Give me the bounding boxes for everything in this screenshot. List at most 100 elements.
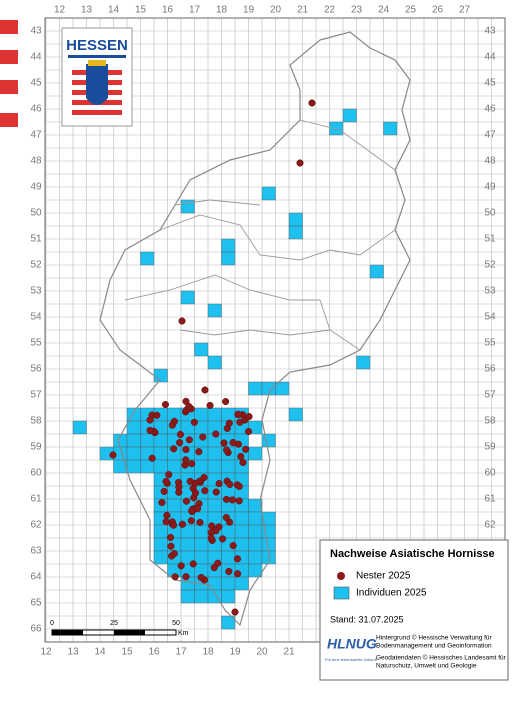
row-label: 53 [484, 286, 496, 297]
nest [182, 497, 190, 505]
cell [140, 251, 155, 266]
cell [207, 498, 222, 513]
column-label: 13 [67, 647, 79, 658]
legend-dot [337, 572, 345, 580]
cell [126, 433, 141, 448]
column-label: 14 [94, 647, 106, 658]
nest [182, 573, 190, 581]
nest [162, 477, 170, 485]
nest [175, 483, 183, 491]
column-label: 20 [270, 5, 282, 16]
cell [221, 615, 236, 630]
cell [221, 238, 236, 253]
row-label: 63 [30, 546, 42, 557]
cell [221, 459, 236, 474]
legend-date: Stand: 31.07.2025 [330, 614, 404, 624]
grid-labels: 12 13 14 15 16 17 18 19 20 21 22 23 24 25 26 27 12 13 14 15… [30, 5, 496, 658]
column-label: 15 [121, 647, 133, 658]
row-label: 48 [30, 156, 42, 167]
cell [288, 212, 303, 227]
nest [191, 489, 200, 497]
nest [188, 507, 196, 515]
nest [189, 560, 197, 568]
row-label: 62 [484, 520, 496, 531]
nest [190, 418, 198, 426]
row-label: 61 [484, 494, 496, 505]
row-label: 46 [30, 104, 42, 115]
row-label: 49 [30, 182, 42, 193]
edge-tab [0, 113, 18, 127]
row-label: 61 [30, 494, 42, 505]
cell [221, 251, 236, 266]
nest [170, 445, 178, 453]
district-lines [124, 119, 396, 351]
row-label: 56 [484, 364, 496, 375]
nest [225, 567, 233, 576]
map-frame [44, 17, 506, 643]
hessen-outline [99, 31, 411, 627]
column-label: 20 [256, 647, 268, 658]
nest [109, 451, 117, 459]
nest [166, 533, 175, 542]
column-label: 27 [459, 5, 471, 16]
row-label: 44 [484, 52, 496, 63]
row-label: 49 [484, 182, 496, 193]
nest [242, 445, 250, 453]
cell [140, 433, 155, 448]
cell [234, 576, 249, 591]
cell [207, 355, 222, 370]
column-label: 19 [229, 647, 241, 658]
column-label: 12 [54, 5, 66, 16]
edge-tab [0, 80, 18, 94]
nest [215, 479, 223, 488]
column-label: 26 [432, 5, 444, 16]
column-label: 18 [216, 5, 228, 16]
row-label: 66 [30, 624, 42, 635]
nester-dots [109, 99, 316, 616]
edge-tab [0, 20, 18, 34]
nest [158, 499, 166, 507]
cell [369, 264, 384, 279]
cell [342, 108, 357, 123]
row-label: 60 [484, 468, 496, 479]
cell [153, 524, 168, 539]
nest [199, 433, 207, 441]
scale-bar-seg [52, 630, 83, 635]
legend-square [333, 586, 350, 600]
nest [222, 398, 230, 406]
row-label: 51 [30, 234, 42, 245]
cell [180, 589, 195, 604]
cell [72, 420, 87, 435]
cell [221, 407, 236, 422]
cell [207, 459, 222, 474]
nest [182, 446, 190, 454]
column-label: 25 [405, 5, 417, 16]
scale-label: 0 [50, 620, 54, 627]
nest [148, 454, 156, 462]
cell [261, 433, 276, 448]
row-label: 44 [30, 52, 42, 63]
nest [178, 317, 186, 325]
legend-title: Nachweise Asiatische Hornisse [330, 548, 495, 560]
nest [169, 521, 178, 529]
row-label: 52 [30, 260, 42, 271]
cell [126, 407, 141, 422]
cell [234, 524, 249, 539]
row-label: 55 [30, 338, 42, 349]
row-label: 50 [484, 208, 496, 219]
logo-bar [68, 55, 126, 58]
nest [235, 482, 243, 490]
cell [153, 368, 168, 383]
credits-logo: HLNUG [327, 636, 377, 652]
row-label: 43 [30, 26, 42, 37]
scale-unit: Km [178, 630, 189, 637]
row-label: 45 [484, 78, 496, 89]
nest [212, 430, 220, 438]
cell [234, 511, 249, 526]
row-label: 52 [484, 260, 496, 271]
column-label: 17 [189, 5, 201, 16]
nest [163, 511, 171, 519]
credits-slogan: Für eine lebenswerte Zukunft [325, 657, 378, 662]
logo-title: HESSEN [66, 37, 128, 54]
